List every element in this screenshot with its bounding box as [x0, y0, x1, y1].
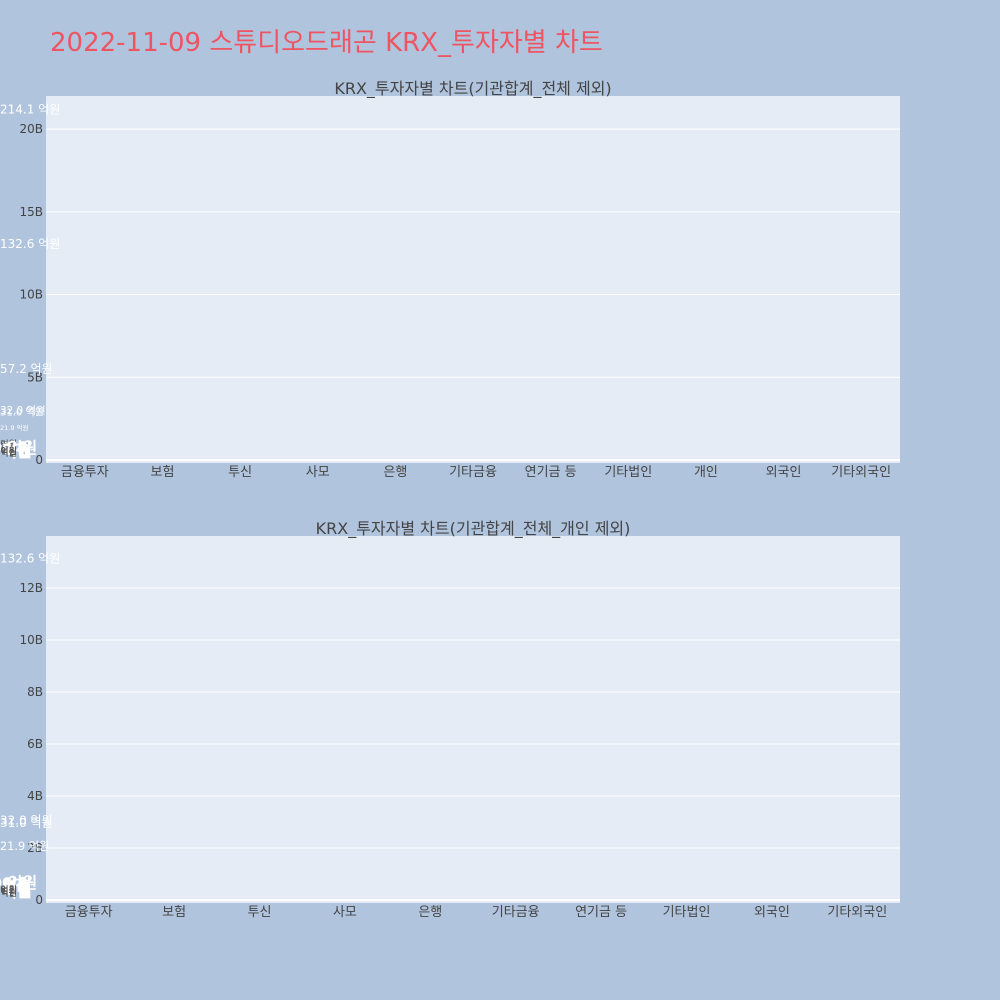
chart-1-data-label: 9.8 억원 [0, 875, 32, 894]
chart-1-xtick-label: 연기금 등 [575, 905, 627, 920]
chart-1-data-label: 6.7 억원 [0, 879, 32, 898]
chart-1-data-label: 0.9 억원 [0, 885, 17, 897]
chart-1-data-label: 132.6 억원 [0, 552, 60, 566]
chart-0-ytick-label: 10B [19, 288, 43, 302]
chart-1-xtick-label: 금융투자 [65, 905, 113, 920]
chart-0-data-label: 132.6 억원 [0, 237, 60, 251]
chart-0-xtick-label: 금융투자 [61, 465, 109, 480]
chart-1-data-label: 1.3 억원 [0, 884, 17, 896]
chart-1-data-label: 8.9 억원 [0, 876, 32, 895]
chart-0-data-label: 1.3 억원 [0, 445, 17, 457]
chart-1-xtick-label: 외국인 [754, 905, 790, 920]
chart-0-data-label: 6.7 억원 [0, 442, 32, 461]
chart-1-data-label: 0.4 억원 [0, 886, 17, 898]
chart-1-ytick-label: 12B [19, 581, 43, 595]
chart-1-data-label: 10.9 억원 [0, 873, 37, 892]
chart-0-data-label: 1.0 억원 [0, 445, 17, 457]
chart-1-xtick-label: 사모 [333, 905, 357, 920]
chart-0-ytick-label: 20B [19, 122, 43, 136]
chart-0-data-label: 5.3 억원 [0, 438, 17, 450]
chart-1-ytick-label: 0 [35, 893, 43, 907]
chart-1-ytick-label: 8B [27, 685, 43, 699]
chart-0-data-label: 0.9 억원 [0, 446, 17, 458]
chart-1-ytick-label: 10B [19, 633, 43, 647]
chart-1-data-label: 0.9 억원 [0, 885, 17, 897]
chart-0-ytick-label: 0 [35, 453, 43, 467]
chart-1-data-label: 32.0 억원 [0, 813, 53, 827]
chart-1-xtick-label: 기타외국인 [827, 905, 887, 920]
chart-1-data-label: 21.9 억원 [0, 839, 50, 853]
chart-1: 0 2B 4B 6B 8B 10B 12B KRX_투자자별 차트(기관합계_전체_개인 제외… [0, 519, 900, 920]
chart-0-data-label: 0.2 억원 [0, 447, 17, 459]
chart-0: 0 5B 10B 15B 20B KRX_투자자별 차트(기관합계_전체 제외) 금융투자 2… [0, 79, 900, 480]
chart-1-xtick-label: 투신 [248, 905, 272, 920]
chart-0-xtick-label: 연기금 등 [525, 465, 577, 480]
chart-1-ytick-label: 4B [27, 789, 43, 803]
chart-0-data-label: 7.8 억원 [0, 441, 32, 460]
chart-0-data-label: 10.9 억원 [0, 438, 37, 457]
chart-0-data-label: 0.9 억원 [0, 446, 17, 458]
chart-1-data-label: 0.2 억원 [0, 886, 17, 898]
chart-1-xtick-label: 은행 [418, 904, 442, 920]
chart-0-data-label: 21.9 억원 [0, 423, 29, 432]
chart-0-data-label: 8.9 억원 [0, 440, 32, 459]
chart-0-data-label: 214.1 억원 [0, 102, 60, 116]
chart-0-xtick-label: 기타외국인 [831, 465, 891, 480]
chart-1-data-label: 0.0 억원 [0, 887, 17, 899]
chart-1-data-label: 0.0 억원 [0, 887, 17, 899]
chart-0-xtick-label: 은행 [383, 464, 407, 480]
chart-0-title: KRX_투자자별 차트(기관합계_전체 제외) [334, 79, 611, 99]
chart-1-ytick-label: 6B [27, 737, 43, 751]
chart-1-data-label: 5.3 억원 [0, 881, 32, 900]
chart-1-data-label: 4.4 억원 [0, 882, 32, 901]
chart-1-title: KRX_투자자별 차트(기관합계_전체_개인 제외) [316, 519, 631, 539]
chart-0-data-label: 57.2 억원 [0, 362, 53, 376]
chart-1-data-label: 1.0 억원 [0, 884, 17, 896]
chart-1-xtick-label: 기타법인 [663, 905, 711, 920]
page-title: 2022-11-09 스튜디오드래곤 KRX_투자자별 차트 [50, 28, 603, 58]
chart-0-xtick-label: 기타금융 [449, 465, 497, 480]
chart-1-xtick-label: 기타금융 [492, 905, 540, 920]
chart-0-xtick-label: 개인 [694, 465, 718, 480]
chart-0-ytick-label: 5B [27, 370, 43, 384]
chart-0-xtick-label: 사모 [306, 465, 330, 480]
chart-0-ytick-label: 15B [19, 205, 43, 219]
chart-0-data-label: 32.0 억원 [0, 405, 46, 417]
chart-0-xtick-label: 기타법인 [604, 465, 652, 480]
chart-1-ytick-label: 2B [27, 841, 43, 855]
chart-0-xtick-label: 투신 [228, 465, 252, 480]
chart-0-xtick-label: 보험 [150, 465, 174, 480]
chart-1-data-label: 7.8 억원 [0, 877, 32, 896]
chart-0-plot-area [46, 96, 900, 463]
chart-1-xtick-label: 보험 [162, 905, 186, 920]
chart-0-xtick-label: 외국인 [766, 465, 802, 480]
chart-0-data-label: 31.0 억원 [0, 407, 44, 419]
chart-0-data-label: 0.4 억원 [0, 446, 17, 458]
chart-0-data-label: 4.4 억원 [0, 440, 17, 452]
chart-1-data-label: 31.0 억원 [0, 816, 53, 830]
chart-1-plot-area [46, 536, 900, 903]
chart-0-data-label: 9.8 억원 [0, 439, 32, 458]
chart-0-data-label: 0.0 억원 [0, 447, 17, 459]
